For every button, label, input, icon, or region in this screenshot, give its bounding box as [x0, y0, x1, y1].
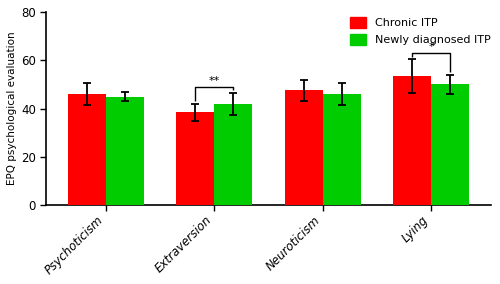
Bar [176, 112, 214, 205]
Bar [68, 94, 106, 205]
Bar [214, 104, 252, 205]
Bar [285, 91, 323, 205]
Bar [106, 97, 144, 205]
Legend: Chronic ITP, Newly diagnosed ITP: Chronic ITP, Newly diagnosed ITP [346, 14, 494, 49]
Y-axis label: EPQ psychological evaluation: EPQ psychological evaluation [7, 32, 17, 185]
Text: **: ** [209, 76, 220, 86]
Bar [323, 94, 361, 205]
Text: *: * [428, 42, 434, 52]
Bar [431, 84, 469, 205]
Bar [394, 76, 431, 205]
